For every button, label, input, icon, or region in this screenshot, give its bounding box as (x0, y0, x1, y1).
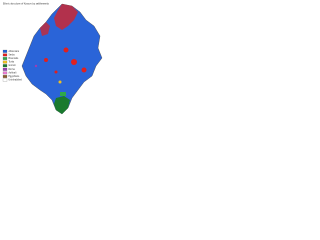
legend-label: Bosniaks (9, 57, 20, 60)
enclave (58, 80, 62, 84)
legend: AlbaniansSerbsBosniaksTurksGoraniRomaAsh… (2, 49, 23, 82)
legend-label: Turks (9, 61, 16, 64)
enclave (81, 67, 87, 73)
map-title: Ethnic structure of Kosovo by settlement… (3, 3, 50, 6)
enclave (34, 64, 38, 68)
enclave (63, 47, 69, 53)
enclave (44, 58, 48, 62)
region (54, 96, 70, 114)
legend-label: Ashkali (9, 71, 17, 74)
region (54, 4, 78, 30)
legend-swatch (2, 60, 8, 64)
legend-swatch (2, 78, 8, 82)
legend-label: Serbs (9, 53, 16, 56)
legend-label: Egyptians (9, 75, 21, 78)
legend-swatch (2, 71, 8, 75)
legend-swatch (2, 53, 8, 57)
legend-swatch (2, 64, 8, 68)
legend-swatch (2, 57, 8, 60)
legend-label: Uninhabited (9, 79, 23, 82)
legend-swatch (2, 49, 8, 53)
region (40, 22, 50, 36)
legend-label: Gorani (9, 64, 17, 67)
legend-swatch (2, 75, 8, 78)
legend-label: Albanians (9, 50, 21, 53)
legend-label: Roma (9, 68, 16, 71)
legend-swatch (2, 67, 8, 71)
map: Ethnic structure of Kosovo by settlement… (0, 0, 106, 119)
enclave (71, 59, 77, 65)
region (60, 92, 66, 96)
enclave (54, 70, 58, 74)
